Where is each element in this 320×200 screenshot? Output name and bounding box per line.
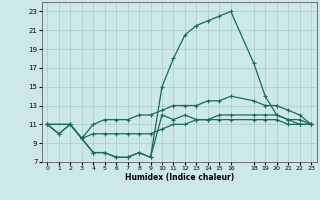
X-axis label: Humidex (Indice chaleur): Humidex (Indice chaleur)	[124, 173, 234, 182]
